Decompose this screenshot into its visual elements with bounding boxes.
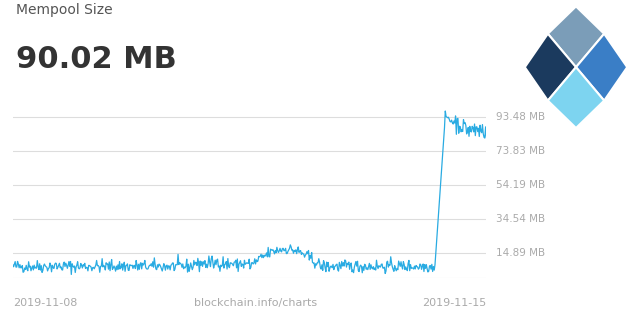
Text: 14.89 MB: 14.89 MB (496, 248, 545, 258)
Text: Mempool Size: Mempool Size (16, 3, 113, 17)
Text: blockchain.info/charts: blockchain.info/charts (195, 298, 317, 308)
Text: 90.02 MB: 90.02 MB (16, 45, 177, 74)
Text: 54.19 MB: 54.19 MB (496, 180, 545, 190)
Text: 34.54 MB: 34.54 MB (496, 214, 545, 224)
Text: 73.83 MB: 73.83 MB (496, 146, 545, 156)
Polygon shape (525, 34, 576, 100)
Polygon shape (548, 67, 604, 128)
Text: 2019-11-08: 2019-11-08 (13, 298, 77, 308)
Polygon shape (548, 6, 604, 67)
Text: 2019-11-15: 2019-11-15 (422, 298, 486, 308)
Polygon shape (576, 34, 627, 100)
Text: 93.48 MB: 93.48 MB (496, 112, 545, 122)
